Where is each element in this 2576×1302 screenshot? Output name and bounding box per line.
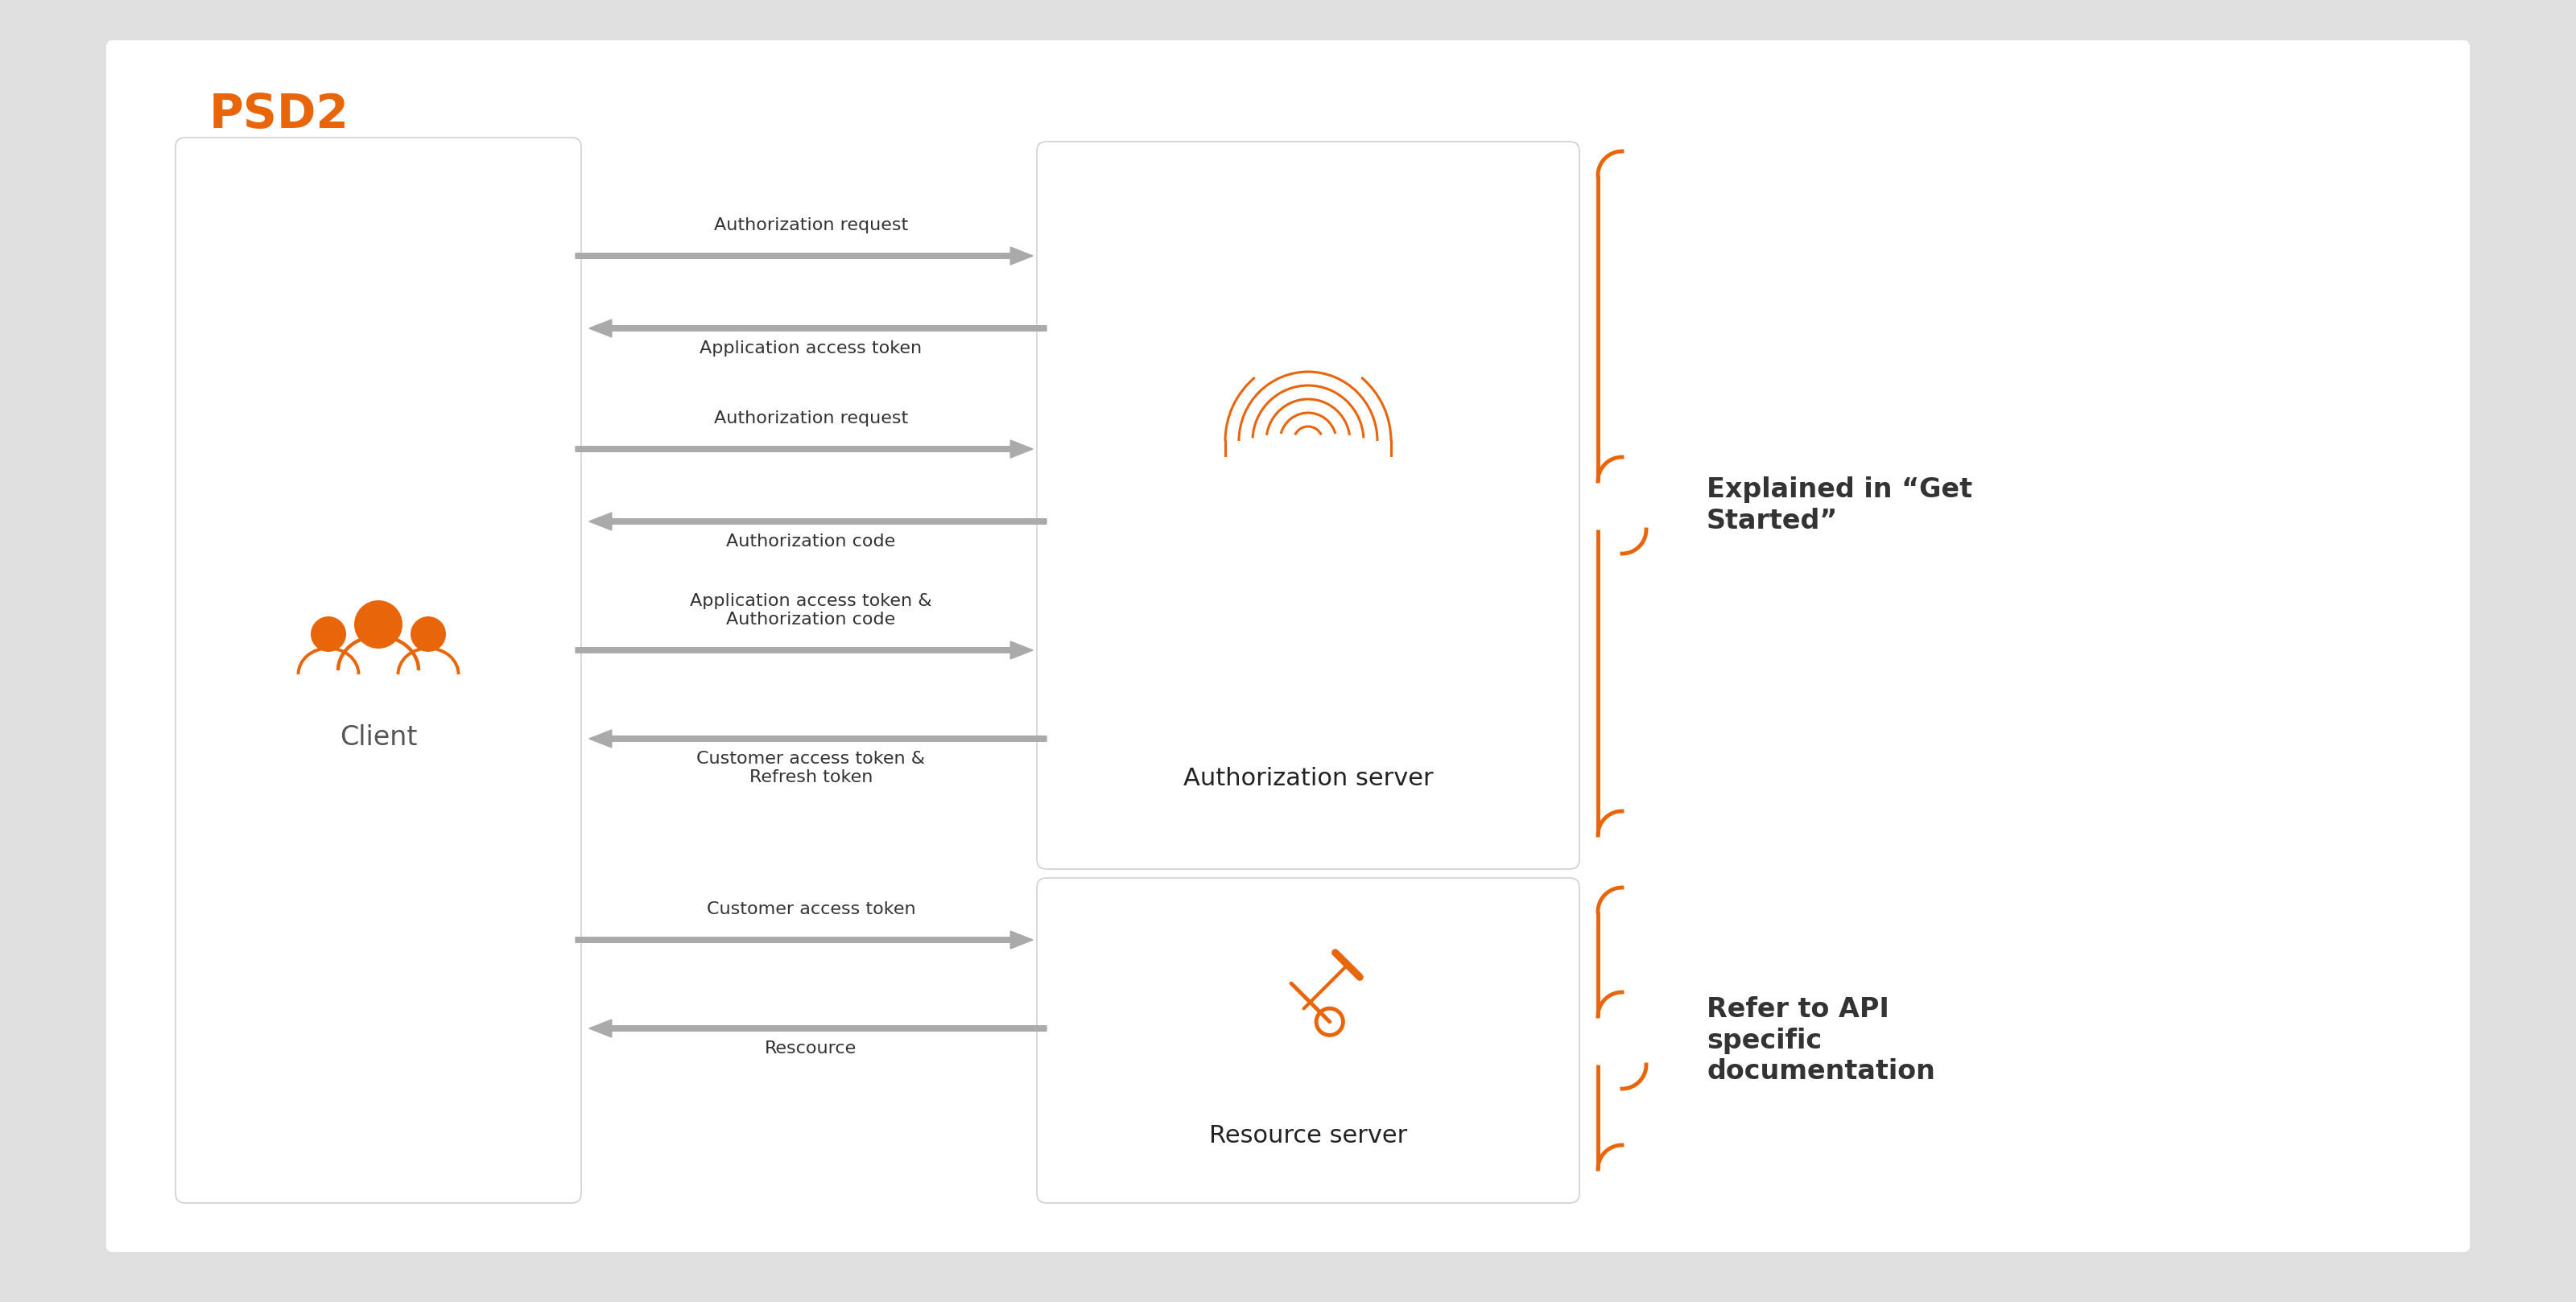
FancyArrow shape	[574, 931, 1033, 949]
FancyArrow shape	[590, 1019, 1046, 1038]
Text: Authorization request: Authorization request	[714, 217, 909, 233]
Text: Customer access token: Customer access token	[706, 901, 914, 918]
Text: Application access token: Application access token	[701, 340, 922, 357]
FancyBboxPatch shape	[1036, 142, 1579, 868]
FancyBboxPatch shape	[1036, 878, 1579, 1203]
FancyArrow shape	[574, 642, 1033, 659]
Text: Customer access token &
Refresh token: Customer access token & Refresh token	[696, 751, 925, 785]
FancyArrow shape	[590, 730, 1046, 747]
Text: Rescource: Rescource	[765, 1040, 858, 1056]
FancyArrow shape	[590, 319, 1046, 337]
Text: Authorization request: Authorization request	[714, 410, 909, 427]
FancyArrow shape	[574, 440, 1033, 458]
Circle shape	[312, 616, 345, 652]
Circle shape	[410, 616, 446, 652]
Text: Authorization code: Authorization code	[726, 534, 896, 549]
FancyArrow shape	[574, 247, 1033, 264]
Text: Resource server: Resource server	[1208, 1124, 1406, 1147]
FancyArrow shape	[590, 513, 1046, 530]
Text: Refer to API
specific
documentation: Refer to API specific documentation	[1705, 996, 1935, 1085]
Text: Client: Client	[340, 724, 417, 751]
Circle shape	[355, 600, 402, 648]
FancyBboxPatch shape	[175, 138, 582, 1203]
Text: Authorization server: Authorization server	[1182, 767, 1432, 790]
FancyBboxPatch shape	[106, 40, 2470, 1253]
Text: Explained in “Get
Started”: Explained in “Get Started”	[1705, 477, 1973, 534]
Text: PSD2: PSD2	[209, 92, 350, 138]
Text: Application access token &
Authorization code: Application access token & Authorization…	[690, 592, 933, 628]
